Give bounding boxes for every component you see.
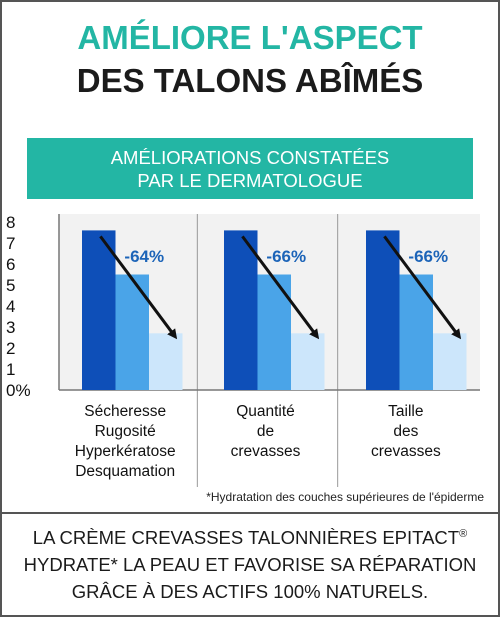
bar — [82, 230, 116, 390]
y-tick-label: 5 — [6, 276, 15, 295]
category-label-line: Taille — [388, 403, 423, 420]
bottom-line-1-text: LA CRÈME CREVASSES TALONNIÈRES EPITACT — [32, 527, 460, 548]
category-label-line: Desquamation — [75, 463, 175, 480]
y-tick-label: 4 — [6, 297, 15, 316]
bar — [366, 230, 400, 390]
bar — [149, 333, 183, 390]
bar — [433, 333, 467, 390]
y-tick-label: 6 — [6, 255, 15, 274]
bottom-line-3: GRÂCE À DES ACTIFS 100% NATURELS. — [71, 581, 429, 602]
banner-line-2: PAR LE DERMATOLOGUE — [137, 169, 363, 191]
category-label-line: crevasses — [231, 443, 301, 460]
trend-arrow — [383, 235, 462, 340]
category-label-line: Rugosité — [95, 423, 156, 440]
category-label-line: de — [257, 423, 274, 440]
y-tick-label: 8 — [6, 213, 15, 232]
bar — [115, 274, 149, 390]
reduction-label: -66% — [266, 247, 306, 266]
headline-line-2: DES TALONS ABÎMÉS — [76, 62, 424, 99]
registered-mark: ® — [459, 527, 468, 540]
bottom-line-1: LA CRÈME CREVASSES TALONNIÈRES EPITACT® — [2, 524, 498, 551]
category-label-line: Hyperkératose — [75, 443, 176, 460]
reduction-label: -66% — [408, 247, 448, 266]
y-tick-label: 0% — [6, 381, 31, 400]
trend-arrow — [241, 235, 320, 340]
category-label-line: crevasses — [371, 443, 441, 460]
bar-chart: 0% 1 2 3 4 5 6 7 8 -64% Sécheresse Rugosité Hyperkér… — [6, 213, 480, 487]
y-tick-label: 2 — [6, 339, 15, 358]
bottom-statement: LA CRÈME CREVASSES TALONNIÈRES EPITACT® … — [2, 512, 498, 615]
bar — [257, 274, 291, 390]
category-label-line: Sécheresse — [84, 403, 166, 420]
bar — [291, 333, 325, 390]
bottom-line-2: HYDRATE* LA PEAU ET FAVORISE SA RÉPARATI… — [23, 554, 477, 575]
headline-line-1: AMÉLIORE L'ASPECT — [77, 19, 423, 56]
y-tick-label: 1 — [6, 360, 15, 379]
bar — [224, 230, 258, 390]
category-label-line: Quantité — [236, 403, 295, 420]
y-tick-label: 7 — [6, 234, 15, 253]
chart-banner: AMÉLIORATIONS CONSTATÉES PAR LE DERMATOL… — [27, 138, 473, 199]
trend-arrow — [99, 235, 178, 340]
reduction-label: -64% — [124, 247, 164, 266]
footnote: *Hydratation des couches supérieures de … — [206, 490, 484, 504]
banner-line-1: AMÉLIORATIONS CONSTATÉES — [110, 146, 390, 168]
bar — [399, 274, 433, 390]
category-label-line: des — [393, 423, 418, 440]
y-tick-label: 3 — [6, 318, 15, 337]
